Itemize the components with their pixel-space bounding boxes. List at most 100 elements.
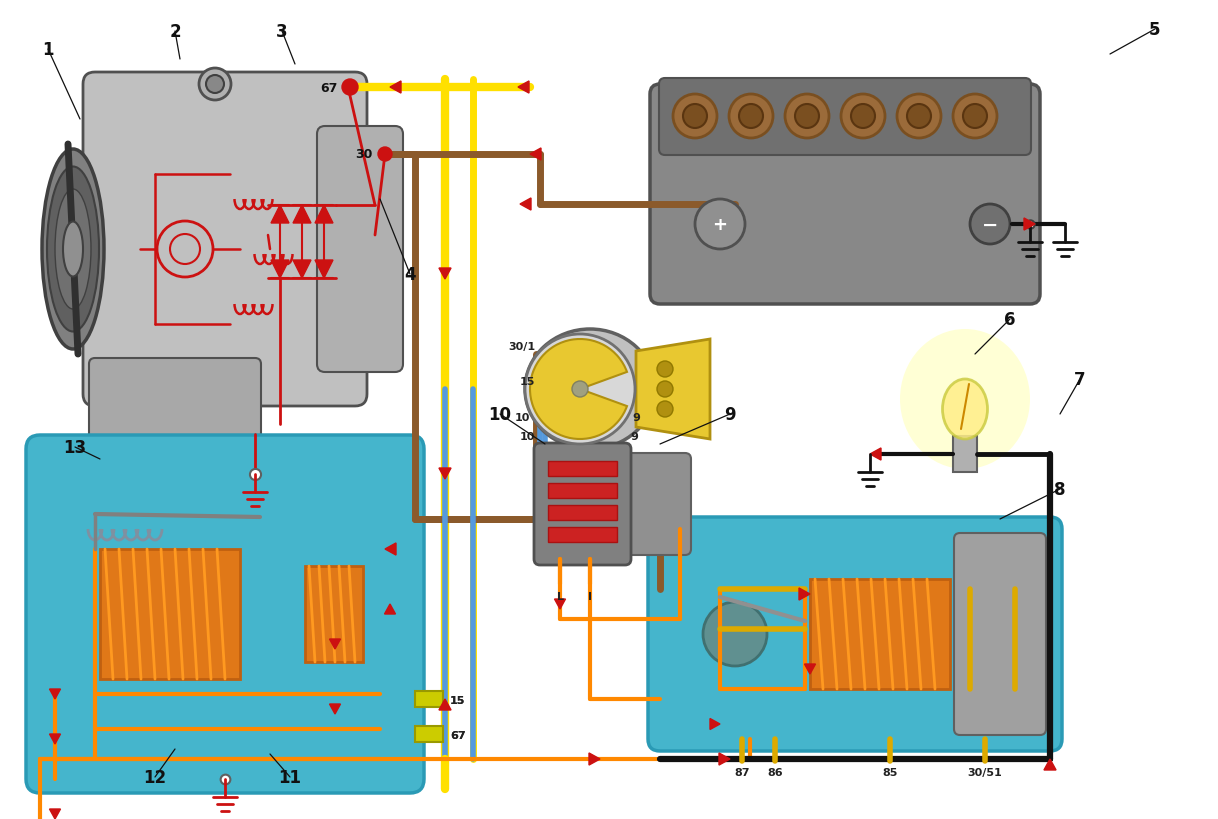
Circle shape — [795, 105, 818, 129]
Circle shape — [952, 95, 998, 139]
Polygon shape — [805, 664, 816, 674]
Ellipse shape — [41, 150, 104, 350]
Polygon shape — [330, 639, 341, 649]
Bar — [548, 527, 618, 542]
FancyBboxPatch shape — [650, 85, 1040, 305]
Text: 67: 67 — [449, 730, 465, 740]
Circle shape — [657, 361, 674, 378]
FancyBboxPatch shape — [533, 443, 631, 565]
Text: 4: 4 — [404, 265, 415, 283]
Polygon shape — [50, 734, 61, 744]
FancyBboxPatch shape — [954, 533, 1046, 735]
Bar — [548, 483, 618, 499]
Polygon shape — [719, 753, 730, 765]
Circle shape — [695, 200, 745, 250]
Polygon shape — [294, 260, 311, 278]
Text: 67: 67 — [320, 81, 339, 94]
Ellipse shape — [943, 379, 988, 440]
Polygon shape — [390, 82, 401, 94]
Ellipse shape — [900, 329, 1030, 469]
Text: 13: 13 — [63, 438, 86, 456]
Text: 15: 15 — [449, 695, 465, 705]
FancyBboxPatch shape — [89, 359, 261, 441]
Text: 11: 11 — [279, 768, 302, 786]
FancyBboxPatch shape — [648, 518, 1062, 751]
Polygon shape — [518, 82, 529, 94]
Text: L: L — [557, 591, 564, 601]
Circle shape — [206, 76, 224, 94]
Polygon shape — [636, 340, 710, 440]
Circle shape — [896, 95, 942, 139]
FancyBboxPatch shape — [317, 127, 403, 373]
Circle shape — [730, 95, 773, 139]
Polygon shape — [1024, 219, 1035, 231]
Circle shape — [572, 382, 588, 397]
Circle shape — [703, 602, 767, 666]
Ellipse shape — [55, 190, 91, 310]
Polygon shape — [330, 704, 341, 714]
Text: −: − — [982, 215, 999, 234]
Text: 10: 10 — [488, 405, 512, 423]
Text: 30: 30 — [356, 148, 373, 161]
Circle shape — [683, 105, 706, 129]
Bar — [415, 726, 443, 742]
Circle shape — [199, 69, 231, 101]
Text: 9: 9 — [632, 413, 639, 423]
Text: 67: 67 — [449, 730, 465, 740]
Circle shape — [851, 105, 875, 129]
Text: 87: 87 — [734, 767, 750, 777]
Polygon shape — [710, 718, 720, 730]
Circle shape — [657, 382, 674, 397]
Text: 6: 6 — [1005, 310, 1016, 328]
Bar — [415, 691, 443, 707]
FancyBboxPatch shape — [659, 79, 1030, 156]
Bar — [952, 437, 977, 473]
Text: 30/51: 30/51 — [967, 767, 1002, 777]
Text: 30/1: 30/1 — [508, 342, 535, 351]
Text: 15: 15 — [520, 377, 535, 387]
Wedge shape — [530, 340, 627, 440]
Circle shape — [378, 147, 392, 162]
Polygon shape — [385, 543, 396, 555]
Circle shape — [963, 105, 987, 129]
Circle shape — [970, 205, 1010, 245]
Polygon shape — [554, 600, 565, 609]
Ellipse shape — [63, 222, 83, 277]
Text: 5: 5 — [1150, 21, 1161, 39]
FancyBboxPatch shape — [26, 436, 424, 793]
Bar — [304, 566, 363, 663]
Bar — [810, 579, 950, 689]
Bar — [100, 550, 240, 679]
Polygon shape — [270, 206, 289, 224]
Polygon shape — [315, 260, 333, 278]
Text: 7: 7 — [1074, 370, 1085, 388]
Text: 3: 3 — [276, 23, 287, 41]
Text: 9: 9 — [725, 405, 736, 423]
Text: 2: 2 — [169, 23, 180, 41]
Polygon shape — [520, 199, 531, 210]
FancyBboxPatch shape — [619, 454, 691, 555]
Polygon shape — [50, 809, 61, 819]
Ellipse shape — [525, 329, 655, 450]
Text: 10: 10 — [520, 432, 535, 441]
Polygon shape — [294, 206, 311, 224]
Polygon shape — [530, 149, 541, 161]
Text: 86: 86 — [767, 767, 783, 777]
Ellipse shape — [48, 167, 99, 332]
Text: 15: 15 — [449, 695, 465, 705]
Bar — [548, 461, 618, 477]
Text: 10: 10 — [515, 413, 530, 423]
Polygon shape — [870, 449, 881, 460]
Text: I: I — [588, 591, 592, 601]
Circle shape — [840, 95, 885, 139]
Circle shape — [674, 95, 717, 139]
Text: 1: 1 — [43, 41, 54, 59]
Circle shape — [739, 105, 762, 129]
Polygon shape — [438, 468, 451, 479]
Circle shape — [784, 95, 829, 139]
Bar — [548, 505, 618, 520]
Circle shape — [907, 105, 931, 129]
Text: 85: 85 — [882, 767, 898, 777]
Polygon shape — [590, 753, 600, 765]
Circle shape — [525, 335, 635, 445]
